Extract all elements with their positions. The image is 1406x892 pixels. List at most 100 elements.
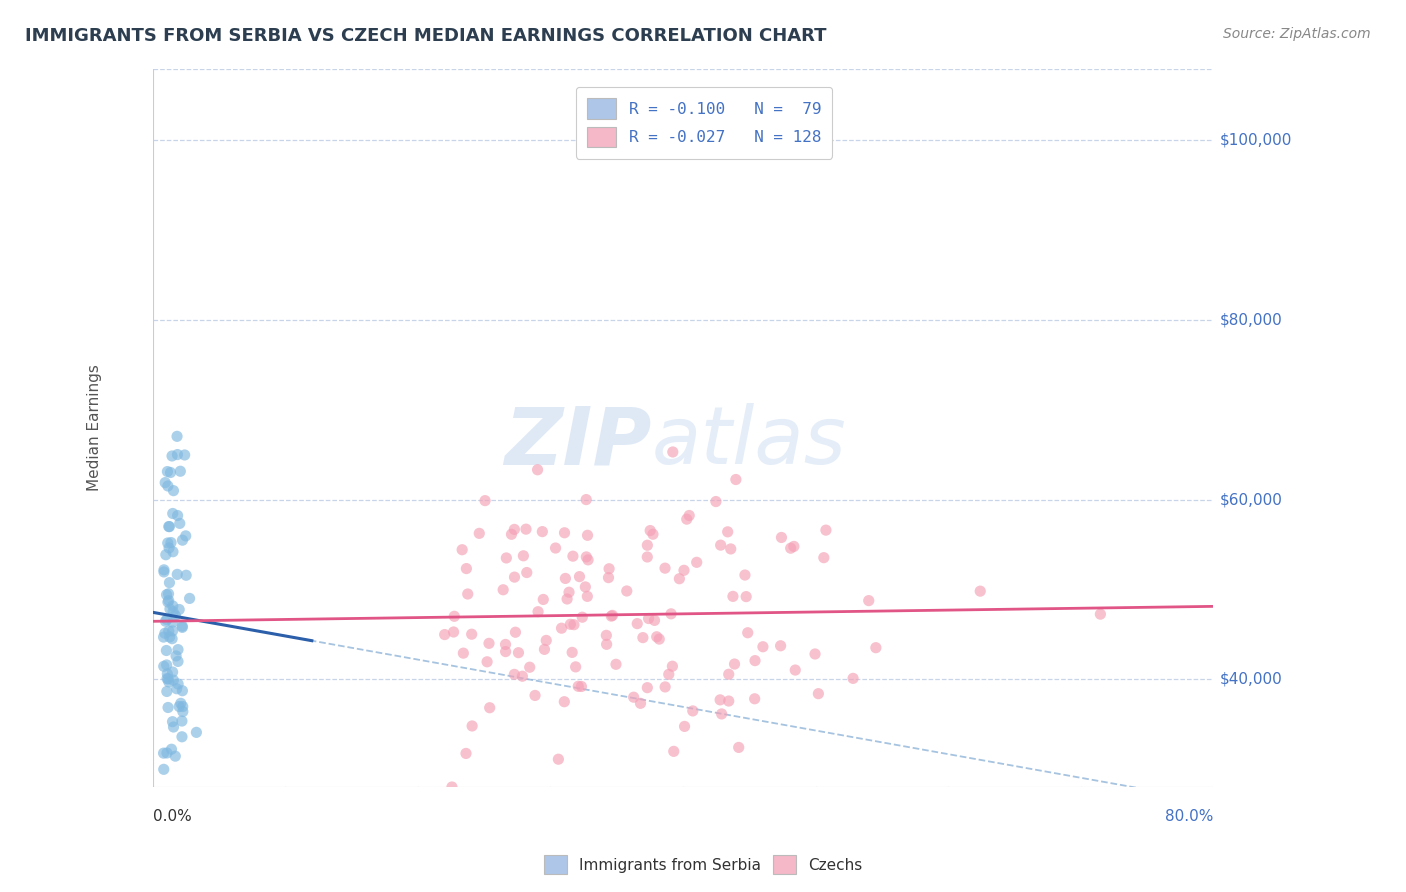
Text: Source: ZipAtlas.com: Source: ZipAtlas.com [1223,27,1371,41]
Point [172,699,194,714]
Point [536,633,558,648]
Point [495,551,517,566]
Point [623,690,645,705]
Point [654,680,676,694]
Point [169,464,191,478]
Point [636,549,658,564]
Point [641,527,664,541]
Point [162,483,184,498]
Point [156,479,179,493]
Point [734,568,756,582]
Point [645,630,668,644]
Point [173,448,195,462]
Point [166,508,188,523]
Point [595,637,617,651]
Point [443,609,465,624]
Point [157,541,180,555]
Point [157,519,180,533]
Point [167,642,190,657]
Point [165,648,187,663]
Point [752,640,775,654]
Point [561,645,583,659]
Point [568,569,591,583]
Text: IMMIGRANTS FROM SERBIA VS CZECH MEDIAN EARNINGS CORRELATION CHART: IMMIGRANTS FROM SERBIA VS CZECH MEDIAN E… [25,27,827,45]
Text: $40,000: $40,000 [1220,672,1282,687]
Point [558,585,581,599]
Point [813,550,835,565]
Point [162,720,184,734]
Point [675,512,697,526]
Point [769,639,792,653]
Point [162,507,184,521]
Point [153,565,176,579]
Point [157,587,180,601]
Point [744,691,766,706]
Point [172,705,194,719]
Point [157,672,180,686]
Point [668,572,690,586]
Point [169,516,191,531]
Point [172,619,194,633]
Point [554,571,576,585]
Point [170,730,193,744]
Point [153,475,176,490]
Point [170,714,193,728]
Point [709,693,731,707]
Point [162,615,184,630]
Point [505,625,527,640]
Point [179,591,201,606]
Point [630,696,652,710]
Point [637,611,659,625]
Point [710,538,733,552]
Point [516,566,538,580]
Point [159,602,181,616]
Point [779,541,801,556]
Point [720,541,742,556]
Point [153,626,176,640]
Point [865,640,887,655]
Point [858,593,880,607]
Point [478,700,501,714]
Point [166,448,188,462]
Point [159,630,181,644]
Point [468,526,491,541]
Point [526,463,548,477]
Point [512,669,534,683]
Point [157,624,180,638]
Point [662,744,685,758]
Point [172,533,194,548]
Legend: Immigrants from Serbia, Czechs: Immigrants from Serbia, Czechs [537,849,869,880]
Point [508,646,530,660]
Point [686,555,709,569]
Point [600,609,623,624]
Point [574,580,596,594]
Point [638,524,661,538]
Point [842,672,865,686]
Point [527,605,550,619]
Point [648,632,671,646]
Point [160,742,183,756]
Point [503,667,526,681]
Point [602,608,624,623]
Point [167,602,190,616]
Point [162,714,184,729]
Point [553,695,575,709]
Point [167,677,190,691]
Point [659,607,682,621]
Point [503,522,526,536]
Point [456,561,478,575]
Point [682,704,704,718]
Point [160,632,183,646]
Point [560,617,582,632]
Point [571,610,593,624]
Point [576,528,599,542]
Point [433,627,456,641]
Point [503,570,526,584]
Point [678,508,700,523]
Point [478,636,501,650]
Point [554,525,576,540]
Text: $100,000: $100,000 [1220,133,1292,148]
Point [172,620,194,634]
Text: 80.0%: 80.0% [1166,809,1213,824]
Point [152,659,174,673]
